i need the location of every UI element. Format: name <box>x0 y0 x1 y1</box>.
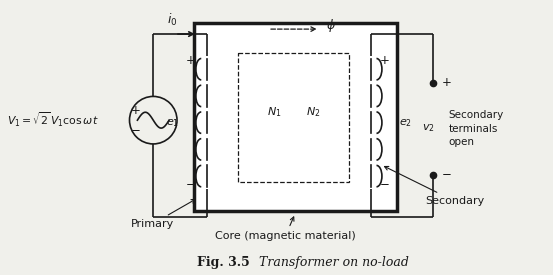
Text: $\phi$: $\phi$ <box>326 17 335 34</box>
Text: $V_1 = \sqrt{2}\,V_1\mathrm{cos}\,\omega t$: $V_1 = \sqrt{2}\,V_1\mathrm{cos}\,\omega… <box>7 111 98 130</box>
Text: −: − <box>380 178 390 191</box>
Text: $v_2$: $v_2$ <box>421 123 434 134</box>
Text: −: − <box>131 123 140 137</box>
Text: Transformer on no-load: Transformer on no-load <box>251 256 409 269</box>
Text: $e_2$: $e_2$ <box>399 117 412 128</box>
Text: $N_1$: $N_1$ <box>267 105 281 119</box>
Text: Fig. 3.5: Fig. 3.5 <box>197 256 249 269</box>
Text: −: − <box>186 178 196 191</box>
Text: +: + <box>186 54 196 67</box>
Text: $i_0$: $i_0$ <box>167 12 178 28</box>
Text: Secondary: Secondary <box>384 166 485 206</box>
Text: +: + <box>131 104 140 117</box>
Bar <box>194 23 397 211</box>
Text: Core (magnetic material): Core (magnetic material) <box>215 217 356 241</box>
Text: +: + <box>380 54 390 67</box>
Text: +: + <box>441 76 451 89</box>
Text: Primary: Primary <box>131 199 195 229</box>
Text: Secondary
terminals
open: Secondary terminals open <box>448 110 503 147</box>
Text: −: − <box>441 168 451 181</box>
Bar <box>238 53 349 182</box>
Text: $N_2$: $N_2$ <box>306 105 321 119</box>
Text: $e_1$: $e_1$ <box>166 117 179 128</box>
